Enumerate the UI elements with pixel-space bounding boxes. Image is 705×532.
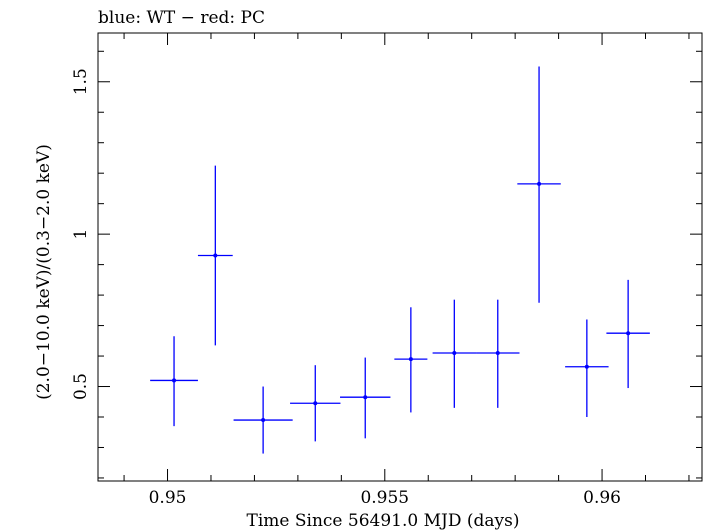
x-axis: 0.95 0.955 0.96 bbox=[123, 33, 690, 508]
data-marker bbox=[313, 401, 318, 406]
plot-frame bbox=[97, 32, 703, 482]
data-marker bbox=[584, 364, 589, 369]
x-axis-label: Time Since 56491.0 MJD (days) bbox=[247, 511, 520, 531]
data-marker bbox=[213, 253, 218, 258]
data-point bbox=[340, 357, 391, 439]
data-point bbox=[150, 336, 198, 427]
data-point bbox=[233, 386, 293, 454]
data-marker bbox=[261, 418, 266, 423]
x-tick-label: 0.95 bbox=[149, 488, 187, 508]
data-marker bbox=[408, 357, 413, 362]
data-marker bbox=[537, 181, 542, 186]
data-point bbox=[290, 365, 341, 442]
y-tick-label: 1.5 bbox=[71, 68, 91, 95]
x-tick-label: 0.96 bbox=[583, 488, 621, 508]
data-marker bbox=[452, 351, 457, 355]
chart-title: blue: WT − red: PC bbox=[98, 8, 265, 28]
data-point bbox=[476, 299, 520, 408]
data-series-wt bbox=[150, 66, 650, 454]
y-tick-label: 1 bbox=[71, 229, 91, 240]
data-point bbox=[606, 279, 650, 389]
data-point bbox=[394, 307, 428, 413]
y-axis: 0.5 1 1.5 bbox=[71, 50, 702, 479]
data-point bbox=[517, 66, 561, 303]
y-tick-label: 0.5 bbox=[71, 373, 91, 400]
x-tick-label: 0.955 bbox=[360, 488, 409, 508]
data-point bbox=[565, 319, 609, 417]
y-axis-label: (2.0−10.0 keV)/(0.3−2.0 keV) bbox=[34, 144, 54, 400]
data-marker bbox=[495, 351, 500, 355]
data-point bbox=[197, 165, 233, 346]
data-marker bbox=[626, 331, 631, 336]
data-marker bbox=[172, 378, 177, 383]
data-marker bbox=[363, 395, 368, 400]
data-point bbox=[432, 299, 477, 408]
